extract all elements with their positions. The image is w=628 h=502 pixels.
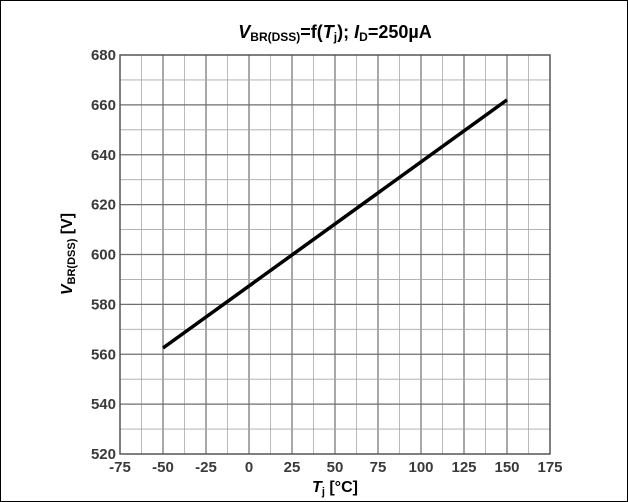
- y-tick-label: 520: [91, 446, 116, 463]
- x-tick-label: 25: [284, 459, 301, 476]
- y-tick-label: 660: [91, 97, 116, 114]
- x-tick-labels: -75 -50 -25 0 25 50 75 100 125 150 175: [109, 459, 562, 476]
- grid: [120, 55, 550, 454]
- y-tick-label: 600: [91, 247, 116, 264]
- series: [161, 98, 509, 350]
- x-axis-label: Tj [°C]: [312, 479, 358, 498]
- x-tick-label: -50: [152, 459, 174, 476]
- series-line: [161, 98, 509, 350]
- x-tick-label: 125: [451, 459, 476, 476]
- y-tick-label: 640: [91, 147, 116, 164]
- x-tick-label: 50: [327, 459, 344, 476]
- y-tick-labels: 520 540 560 580 600 620 640 660 680: [91, 47, 116, 463]
- chart-title: VBR(DSS)=f(Tj); ID=250µA: [238, 22, 432, 44]
- y-tick-label: 540: [91, 396, 116, 413]
- y-tick-label: 580: [91, 296, 116, 313]
- x-tick-label: 175: [537, 459, 562, 476]
- x-tick-label: 150: [494, 459, 519, 476]
- x-tick-label: -75: [109, 459, 131, 476]
- x-tick-label: -25: [195, 459, 217, 476]
- y-tick-label: 620: [91, 197, 116, 214]
- x-tick-label: 0: [245, 459, 253, 476]
- y-tick-label: 560: [91, 346, 116, 363]
- y-axis-label: VBR(DSS) [V]: [59, 213, 78, 295]
- x-tick-label: 100: [408, 459, 433, 476]
- plot-border: [119, 54, 551, 455]
- x-tick-label: 75: [370, 459, 387, 476]
- y-tick-label: 680: [91, 47, 116, 64]
